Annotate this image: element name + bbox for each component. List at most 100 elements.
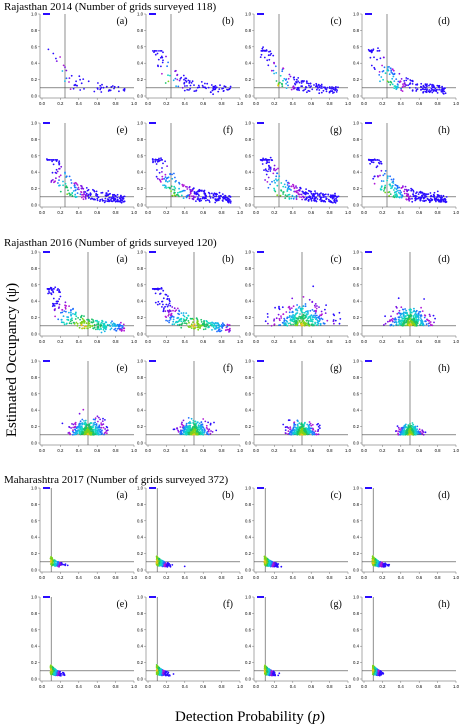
panel-f: 0.0 0.2 0.4 0.6 0.8 1.00.00.20.40.60.81.0(f) xyxy=(137,121,244,216)
data-point xyxy=(198,86,201,88)
data-point xyxy=(380,169,383,172)
data-point xyxy=(87,318,90,321)
data-point xyxy=(213,195,216,198)
data-point xyxy=(103,201,106,204)
data-point xyxy=(163,307,165,310)
data-point xyxy=(298,81,301,84)
data-point xyxy=(54,286,57,289)
data-point xyxy=(411,83,414,85)
data-point xyxy=(296,187,298,189)
data-point xyxy=(414,197,416,200)
data-point xyxy=(222,197,225,200)
data-point xyxy=(88,423,91,425)
data-point xyxy=(158,171,161,174)
data-point xyxy=(95,431,98,434)
data-point xyxy=(102,328,105,331)
data-point xyxy=(83,192,85,194)
data-point xyxy=(101,420,104,422)
data-point xyxy=(330,87,333,90)
data-point xyxy=(372,48,375,51)
data-point xyxy=(439,200,442,203)
data-point xyxy=(170,313,173,315)
data-point xyxy=(419,199,422,202)
data-point xyxy=(82,408,85,411)
data-point xyxy=(401,319,404,322)
data-point xyxy=(417,193,420,196)
data-point xyxy=(300,310,303,313)
data-point xyxy=(173,185,176,188)
data-point xyxy=(183,89,186,92)
data-point xyxy=(90,193,92,196)
data-point xyxy=(116,324,118,327)
data-point xyxy=(116,328,119,330)
x-tick-label: 0.8 xyxy=(219,575,226,580)
data-point xyxy=(72,426,74,429)
data-point xyxy=(97,322,100,325)
data-point xyxy=(180,326,183,329)
x-tick-label: 0.6 xyxy=(200,339,207,344)
data-point xyxy=(68,175,71,178)
data-point xyxy=(316,430,319,432)
data-point xyxy=(316,324,319,326)
data-point xyxy=(310,323,313,326)
data-point xyxy=(96,193,99,196)
data-point xyxy=(387,320,389,323)
data-point xyxy=(310,427,312,430)
data-point xyxy=(163,177,166,180)
data-point xyxy=(81,317,84,320)
data-point xyxy=(419,430,422,433)
data-point xyxy=(196,432,199,435)
data-point xyxy=(441,90,444,93)
data-point xyxy=(170,310,172,312)
data-point xyxy=(52,159,55,161)
data-point xyxy=(270,69,273,72)
data-point xyxy=(156,177,159,180)
data-point xyxy=(165,187,168,189)
data-point xyxy=(211,329,213,331)
data-point xyxy=(198,432,201,435)
panel-label: (b) xyxy=(222,490,234,501)
x-tick-label: 0.2 xyxy=(57,575,64,580)
data-point xyxy=(68,81,70,83)
data-point xyxy=(80,320,83,323)
psi-one-marker xyxy=(149,122,156,124)
data-point xyxy=(192,321,194,324)
x-tick-label: 0.8 xyxy=(435,339,442,344)
data-point xyxy=(57,565,60,567)
data-point xyxy=(286,426,289,429)
data-point xyxy=(400,78,403,80)
data-point xyxy=(75,195,78,198)
data-point xyxy=(91,425,93,428)
data-point xyxy=(191,427,194,430)
data-point xyxy=(323,193,326,196)
data-point xyxy=(54,315,56,318)
data-point xyxy=(168,313,170,316)
data-point xyxy=(181,423,184,426)
data-point xyxy=(68,305,70,307)
data-point xyxy=(315,82,318,85)
y-tick-label: 0.6 xyxy=(245,282,252,287)
data-point xyxy=(279,74,282,77)
data-point xyxy=(389,184,392,187)
data-point xyxy=(178,310,181,313)
y-tick-label: 1.0 xyxy=(31,12,38,17)
data-point xyxy=(431,88,434,91)
data-point xyxy=(390,318,393,321)
y-tick-label: 0.6 xyxy=(353,153,360,158)
data-point xyxy=(62,315,65,318)
data-point xyxy=(209,91,212,94)
x-tick-label: 0.0 xyxy=(253,575,260,580)
x-tick-label: 0.6 xyxy=(200,101,207,106)
data-point xyxy=(369,159,371,161)
data-point xyxy=(167,562,170,564)
data-point xyxy=(196,323,199,326)
data-point xyxy=(326,319,329,322)
data-point xyxy=(54,171,57,174)
data-point xyxy=(267,54,270,57)
data-point xyxy=(427,193,430,196)
data-point xyxy=(172,79,175,82)
data-point xyxy=(85,187,88,189)
data-point xyxy=(438,88,440,91)
data-point xyxy=(86,327,89,330)
